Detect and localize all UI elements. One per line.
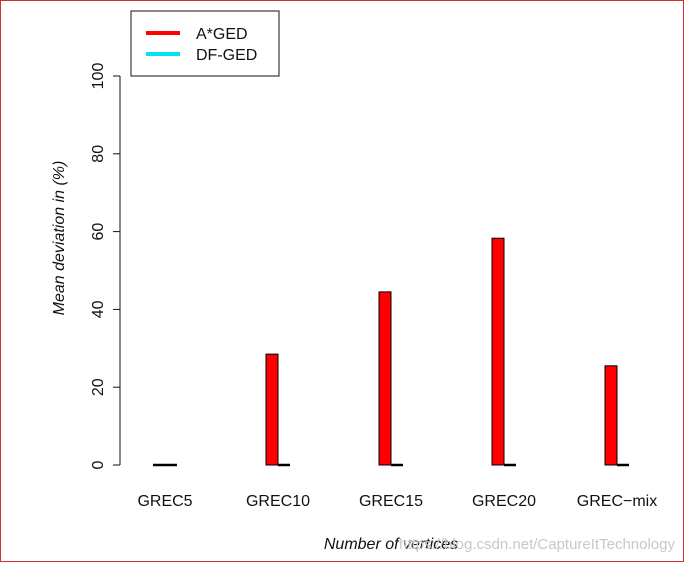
y-tick-label: 0	[90, 460, 107, 469]
x-tick-label: GREC5	[137, 493, 192, 510]
x-tick-label: GREC10	[246, 493, 310, 510]
x-tick-label: GREC15	[359, 493, 423, 510]
bar-aged-1	[265, 353, 279, 466]
x-axis: GREC5 GREC10 GREC15 GREC20 GREC−mix	[137, 493, 657, 510]
y-tick-label: 20	[90, 378, 107, 396]
y-axis: 0 20 40 60 80 100	[90, 63, 121, 469]
bar-aged-3	[491, 237, 505, 466]
y-tick-label: 40	[90, 300, 107, 318]
x-axis-title: Number of vertices	[324, 536, 458, 553]
y-tick-label: 60	[90, 223, 107, 241]
y-tick-label: 100	[90, 63, 107, 90]
watermark: https://blog.csdn.net/CaptureItTechnolog…	[399, 536, 676, 553]
x-tick-label: GREC20	[472, 493, 536, 510]
bar-aged-4	[604, 365, 618, 466]
x-tick-label: GREC−mix	[577, 493, 657, 510]
y-tick-label: 80	[90, 145, 107, 163]
bars	[153, 237, 629, 467]
legend: A*GED DF-GED	[130, 10, 280, 77]
legend-label: DF-GED	[196, 47, 257, 64]
legend-label: A*GED	[196, 26, 248, 43]
bar-aged-2	[378, 291, 392, 466]
y-axis-title: Mean deviation in (%)	[51, 161, 68, 316]
legend-box	[130, 10, 280, 77]
